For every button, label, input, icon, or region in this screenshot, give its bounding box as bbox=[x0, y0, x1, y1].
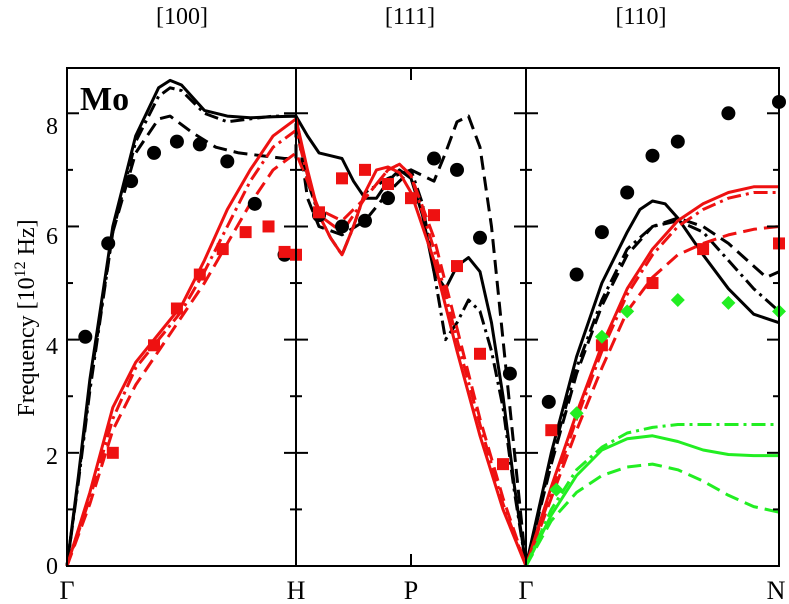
direction-label-100: [100] bbox=[156, 4, 208, 30]
marker-black-circles-12 bbox=[381, 191, 395, 206]
plot-border bbox=[66, 67, 780, 567]
marker-black-circles-20 bbox=[620, 185, 635, 200]
curve-green-dashdot bbox=[524, 423, 779, 567]
curve-black-dash bbox=[65, 114, 528, 567]
curve-black-solid bbox=[65, 78, 528, 567]
curve-red-dashdot bbox=[65, 128, 528, 567]
marker-black-circles-19 bbox=[594, 225, 609, 240]
marker-red-squares-11 bbox=[359, 163, 371, 176]
x-tick-label-n: N bbox=[767, 576, 786, 604]
marker-red-squares-7 bbox=[278, 245, 291, 258]
marker-black-circles-6 bbox=[220, 154, 235, 169]
marker-red-squares-1 bbox=[148, 339, 161, 352]
curve-red-dashdot-110 bbox=[524, 191, 779, 567]
x-tick-label-gamma-2: Γ bbox=[518, 576, 533, 604]
marker-red-squares-12 bbox=[382, 178, 394, 191]
experimental-points bbox=[78, 94, 786, 497]
x-tick-label-h: H bbox=[287, 576, 306, 604]
y-axis-label: Frequency [1012 Hz] bbox=[12, 219, 40, 416]
marker-red-squares-9 bbox=[313, 206, 325, 219]
marker-black-circles-7 bbox=[247, 196, 262, 211]
marker-red-squares-4 bbox=[216, 243, 229, 256]
curve-green-solid bbox=[524, 434, 779, 567]
marker-red-squares-6 bbox=[262, 220, 275, 233]
dispersion-curves bbox=[65, 78, 780, 567]
marker-red-squares-5 bbox=[239, 226, 252, 239]
marker-red-squares-18 bbox=[545, 424, 558, 437]
direction-label-111: [111] bbox=[385, 4, 435, 30]
marker-red-squares-0 bbox=[106, 446, 119, 459]
curve-red-solid bbox=[65, 117, 528, 567]
marker-black-circles-23 bbox=[721, 106, 736, 121]
marker-black-circles-21 bbox=[645, 148, 660, 163]
marker-green-diamonds-1 bbox=[569, 406, 584, 421]
marker-green-diamonds-3 bbox=[620, 304, 635, 319]
y-tick-label-0: 0 bbox=[46, 554, 58, 580]
marker-black-circles-3 bbox=[147, 145, 162, 160]
marker-red-squares-19 bbox=[595, 339, 608, 352]
curve-black-solid-110 bbox=[524, 199, 780, 567]
y-tick-label-6: 6 bbox=[46, 224, 58, 250]
marker-green-diamonds-4 bbox=[670, 293, 685, 308]
marker-red-squares-2 bbox=[170, 302, 183, 315]
marker-green-diamonds-0 bbox=[549, 482, 564, 497]
direction-label-110: [110] bbox=[615, 4, 666, 30]
marker-black-circles-1 bbox=[101, 236, 116, 251]
marker-black-circles-22 bbox=[670, 134, 685, 149]
marker-black-circles-18 bbox=[569, 267, 584, 282]
marker-black-circles-5 bbox=[192, 137, 207, 152]
marker-red-squares-13 bbox=[405, 192, 417, 205]
marker-red-squares-17 bbox=[497, 458, 509, 471]
marker-black-circles-11 bbox=[358, 213, 372, 228]
marker-red-squares-3 bbox=[193, 268, 206, 281]
marker-red-squares-14 bbox=[428, 209, 440, 222]
y-tick-label-2: 2 bbox=[46, 444, 58, 470]
marker-black-circles-14 bbox=[450, 162, 464, 177]
curve-red-dash bbox=[65, 151, 528, 567]
x-tick-label-gamma-1: Γ bbox=[59, 576, 74, 604]
marker-red-squares-16 bbox=[474, 347, 486, 360]
marker-black-circles-13 bbox=[427, 151, 441, 166]
curve-red-solid-110 bbox=[524, 185, 779, 567]
chart-title: Mo bbox=[80, 81, 129, 118]
marker-black-circles-15 bbox=[473, 230, 487, 245]
marker-red-squares-21 bbox=[697, 243, 710, 256]
marker-black-circles-17 bbox=[541, 394, 556, 409]
marker-green-diamonds-5 bbox=[721, 295, 736, 310]
marker-black-circles-0 bbox=[78, 329, 93, 344]
marker-red-squares-20 bbox=[646, 277, 659, 290]
curve-green-dash bbox=[524, 462, 780, 567]
marker-black-circles-2 bbox=[124, 174, 139, 189]
marker-black-circles-10 bbox=[335, 219, 349, 234]
plot-frame bbox=[66, 67, 780, 567]
y-tick-label-4: 4 bbox=[46, 334, 58, 360]
y-tick-label-8: 8 bbox=[46, 114, 58, 140]
marker-red-squares-10 bbox=[336, 172, 348, 185]
axis-ticks bbox=[66, 68, 780, 567]
curve-black-dashdot-110 bbox=[524, 219, 780, 567]
x-tick-label-p: P bbox=[404, 576, 418, 604]
marker-black-circles-16 bbox=[502, 366, 517, 381]
marker-red-squares-15 bbox=[451, 260, 463, 273]
marker-green-diamonds-2 bbox=[594, 329, 609, 344]
marker-black-circles-4 bbox=[169, 134, 184, 149]
curve-black-dash-110 bbox=[524, 216, 780, 567]
